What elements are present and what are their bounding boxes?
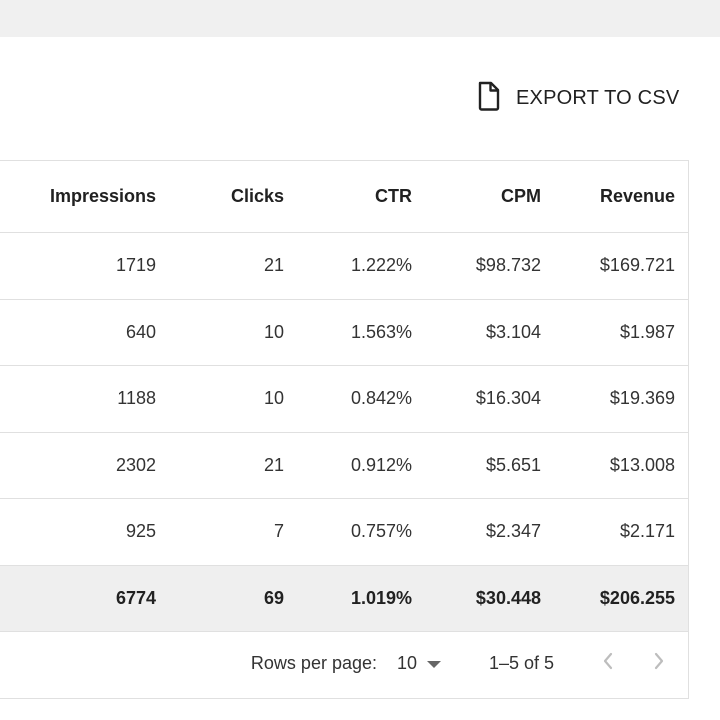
column-header-ctr[interactable]: CTR — [375, 186, 412, 206]
cell-cpm: $2.347 — [485, 521, 541, 542]
dropdown-arrow-icon — [427, 653, 442, 674]
cell-ctr: 1.222% — [350, 255, 412, 276]
cell-ctr: 0.842% — [350, 388, 412, 409]
chevron-right-icon — [653, 652, 665, 675]
total-revenue: $206.255 — [599, 587, 675, 608]
cell-ctr: 1.563% — [350, 321, 412, 342]
cell-impressions: 2302 — [115, 454, 156, 475]
column-header-impressions[interactable]: Impressions — [49, 186, 156, 206]
cell-clicks: 10 — [263, 388, 284, 409]
cell-cpm: $98.732 — [475, 255, 541, 276]
cell-cpm: $5.651 — [485, 454, 541, 475]
column-header-cpm[interactable]: CPM — [501, 186, 541, 206]
rows-per-page-select[interactable]: 10 — [397, 627, 442, 699]
total-ctr: 1.019% — [350, 587, 412, 608]
rows-per-page-label: Rows per page: — [250, 652, 377, 673]
cell-clicks: 21 — [263, 255, 284, 276]
table-row[interactable]: 925 7 0.757% $2.347 $2.171 — [0, 499, 688, 566]
cell-revenue: $2.171 — [619, 521, 675, 542]
cell-impressions: 925 — [125, 521, 156, 542]
cell-ctr: 0.912% — [350, 454, 412, 475]
total-impressions: 6774 — [115, 587, 156, 608]
cell-revenue: $169.721 — [599, 255, 675, 276]
cell-clicks: 21 — [263, 454, 284, 475]
export-csv-button[interactable]: EXPORT TO CSV — [476, 78, 679, 118]
pagination-range: 1–5 of 5 — [489, 652, 555, 673]
cell-revenue: $19.369 — [609, 388, 675, 409]
cell-cpm: $3.104 — [485, 321, 541, 342]
cell-clicks: 7 — [273, 521, 284, 542]
table-header-row: Impressions Clicks CTR CPM Revenue — [0, 161, 688, 233]
cell-clicks: 10 — [263, 321, 284, 342]
table-row[interactable]: 640 10 1.563% $3.104 $1.987 — [0, 300, 688, 366]
column-header-revenue[interactable]: Revenue — [599, 186, 675, 206]
cell-impressions: 1188 — [117, 388, 156, 409]
rows-per-page-value: 10 — [397, 652, 418, 673]
cell-impressions: 640 — [125, 321, 156, 342]
table-row[interactable]: 2302 21 0.912% $5.651 $13.008 — [0, 433, 688, 499]
cell-impressions: 1719 — [115, 255, 156, 276]
table-row[interactable]: 1719 21 1.222% $98.732 $169.721 — [0, 233, 688, 300]
total-cpm: $30.448 — [475, 587, 541, 608]
table-pagination: Rows per page: 10 1–5 of 5 — [0, 627, 688, 699]
column-header-clicks[interactable]: Clicks — [230, 186, 284, 206]
cell-cpm: $16.304 — [475, 388, 541, 409]
cell-ctr: 0.757% — [350, 521, 412, 542]
export-csv-label: EXPORT TO CSV — [516, 86, 680, 109]
file-icon — [476, 81, 502, 116]
previous-page-button[interactable] — [594, 649, 622, 677]
chevron-left-icon — [602, 652, 614, 675]
total-clicks: 69 — [263, 587, 284, 608]
cell-revenue: $13.008 — [609, 454, 675, 475]
cell-revenue: $1.987 — [619, 321, 675, 342]
top-bar — [0, 0, 720, 37]
table-row[interactable]: 1188 10 0.842% $16.304 $19.369 — [0, 366, 688, 433]
data-table: Impressions Clicks CTR CPM Revenue 1719 … — [0, 160, 689, 699]
table-total-row: 6774 69 1.019% $30.448 $206.255 — [0, 565, 688, 632]
next-page-button[interactable] — [645, 649, 673, 677]
